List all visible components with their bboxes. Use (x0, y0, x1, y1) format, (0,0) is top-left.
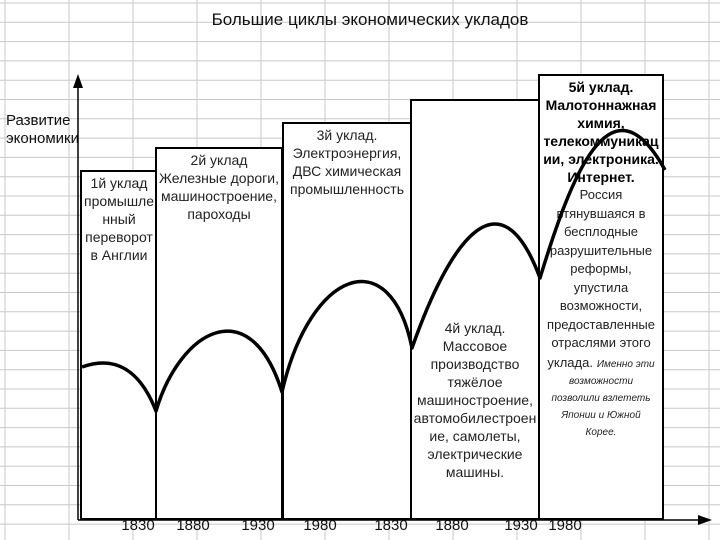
diagram-title: Большие циклы экономических укладов (211, 10, 529, 29)
uklad-4-line: Массовое (442, 338, 508, 354)
year-label: 1830 (374, 517, 408, 534)
uklad-4-line: тяжёлое (447, 374, 503, 390)
uklad-5-head-line: 5й уклад. (568, 79, 634, 95)
uklad-5-head-line: химия, (577, 115, 625, 131)
uklad-5-body-line: втянувшаяся в (556, 205, 646, 221)
uklad-1-line: промышле (83, 193, 155, 209)
uklad-3-line: 3й уклад. (316, 127, 378, 143)
uklad-4-box: 4й уклад. Массовое производство тяжёлое … (410, 99, 540, 520)
uklad-1-line: в Англии (90, 247, 148, 263)
uklad-3-box: 3й уклад. Электроэнергия, ДВС химическая… (282, 122, 412, 520)
uklad-2-line: Железные дороги, (159, 170, 279, 186)
uklad-4-line: производство (430, 356, 520, 372)
uklad-5-box: 5й уклад. Малотоннажная химия, телекомму… (538, 74, 664, 520)
uklad-2-line: пароходы (187, 206, 251, 222)
x-axis-arrow (698, 515, 712, 525)
uklad-2-line: 2й уклад (190, 152, 248, 168)
uklad-4-line: машиностроение, (417, 392, 533, 408)
uklad-1-line: 1й уклад (90, 175, 148, 191)
uklad-5-body-line: упустила (573, 279, 629, 295)
uklad-1-box: 1й уклад промышле нный переворот в Англи… (80, 170, 158, 520)
year-label: 1930 (504, 517, 538, 534)
year-label: 1980 (548, 517, 582, 534)
uklad-5-body-line: уклада. (547, 354, 593, 370)
year-label: 1880 (435, 517, 469, 534)
uklad-4-line: 4й уклад. (444, 320, 506, 336)
uklad-5-head-line: ии, электроника. (543, 151, 659, 167)
uklad-1-line: нный (102, 211, 136, 227)
uklad-5-body-line: возможности, (559, 298, 643, 313)
uklad-5-note-line: Японии и Южной (561, 409, 641, 421)
uklad-3-line: промышленность (290, 181, 404, 197)
y-axis-arrow (73, 74, 83, 88)
year-label: 1830 (121, 517, 155, 534)
uklad-5-body-line: предоставленные (547, 316, 655, 332)
year-label: 1880 (176, 517, 210, 534)
uklad-5-note-line: возможности (568, 375, 634, 387)
uklad-3-line: ДВС химическая (292, 163, 402, 179)
uklad-5-body-line: отраслями этого (551, 335, 651, 350)
year-label: 1930 (241, 517, 275, 534)
uklad-5-note-line: Корее. (585, 426, 617, 438)
uklad-5-head-line: Интернет. (567, 169, 635, 185)
uklad-4-line: электрические (427, 446, 523, 462)
year-label: 1980 (303, 517, 337, 534)
uklad-1-line: переворот (85, 229, 153, 245)
uklad-5-note-line: Именно эти (596, 358, 655, 370)
uklad-5-body-line: бесплодные (563, 224, 639, 239)
uklad-4-line: ие, самолеты, (429, 428, 521, 444)
economic-development-curve (81, 128, 667, 413)
uklad-5-body-line: реформы, (570, 261, 632, 276)
uklad-3-line: Электроэнергия, (292, 145, 402, 161)
uklad-4-line: автомобилестроен (413, 410, 537, 426)
uklad-2-line: машиностроение, (161, 188, 277, 204)
uklad-5-body-line: Россия (579, 187, 623, 202)
uklad-5-head-line: Малотоннажная (545, 97, 657, 113)
uklad-5-body-line: разрушительные (549, 242, 653, 258)
uklad-4-line: машины. (445, 464, 505, 480)
uklad-5-note-line: позволили взлететь (551, 392, 651, 404)
y-axis-label: Развитие экономики (6, 112, 79, 147)
